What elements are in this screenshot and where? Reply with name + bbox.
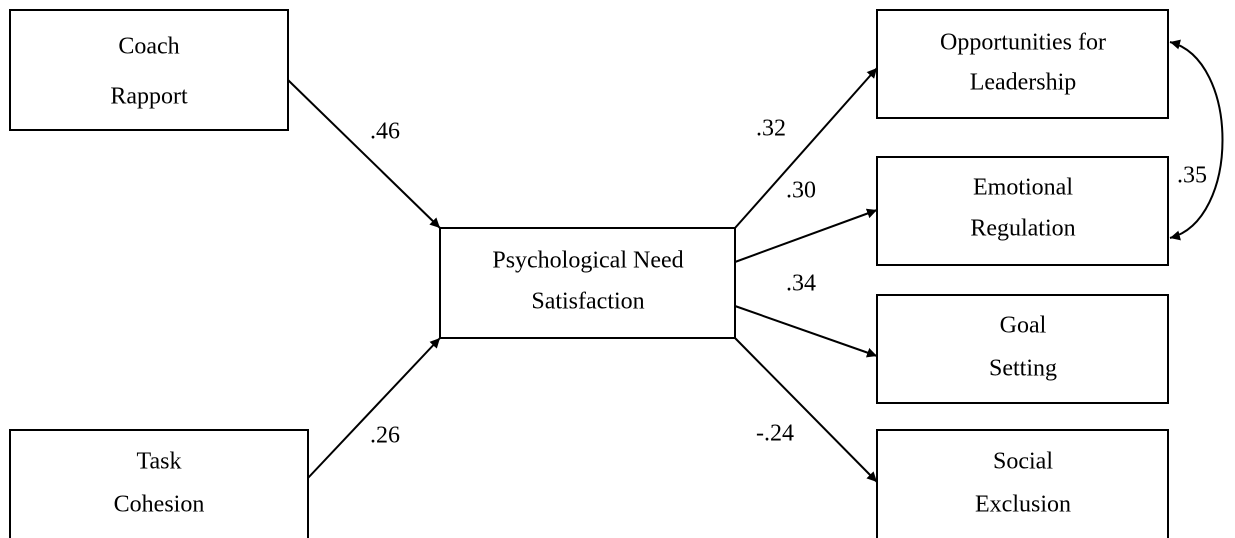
- coefficient-label: -.24: [756, 421, 794, 447]
- node-label: Task: [137, 449, 182, 475]
- node-box: [876, 156, 1169, 266]
- node-label: Exclusion: [975, 492, 1071, 518]
- coefficient-label: .26: [370, 423, 400, 449]
- node-box: [9, 9, 289, 131]
- node-label: Satisfaction: [531, 289, 644, 315]
- node-label: Social: [993, 449, 1053, 475]
- path-arrow: [734, 208, 878, 263]
- node-label: Coach: [118, 34, 179, 60]
- node-label: Rapport: [110, 84, 188, 110]
- node-box: [876, 9, 1169, 119]
- correlation-arrow: [1169, 39, 1224, 241]
- node-label: Regulation: [970, 216, 1075, 242]
- node-label: Goal: [1000, 313, 1047, 339]
- node-box: [439, 227, 736, 339]
- node-label: Opportunities for: [940, 30, 1106, 56]
- node-label: Leadership: [970, 70, 1077, 96]
- path-arrow: [734, 67, 878, 229]
- coefficient-label: .35: [1177, 163, 1207, 189]
- path-arrow: [734, 337, 878, 483]
- node-box: [9, 429, 309, 538]
- coefficient-label: .30: [786, 178, 816, 204]
- path-arrow: [287, 79, 441, 229]
- coefficient-label: .46: [370, 119, 400, 145]
- coefficient-label: .32: [756, 116, 786, 142]
- node-label: Emotional: [973, 175, 1073, 201]
- coefficient-label: .34: [786, 271, 816, 297]
- node-label: Psychological Need: [492, 248, 683, 274]
- path-arrow: [734, 305, 878, 358]
- node-label: Cohesion: [114, 492, 205, 518]
- node-box: [876, 429, 1169, 538]
- path-arrow: [307, 337, 441, 479]
- node-label: Setting: [989, 356, 1057, 382]
- node-box: [876, 294, 1169, 404]
